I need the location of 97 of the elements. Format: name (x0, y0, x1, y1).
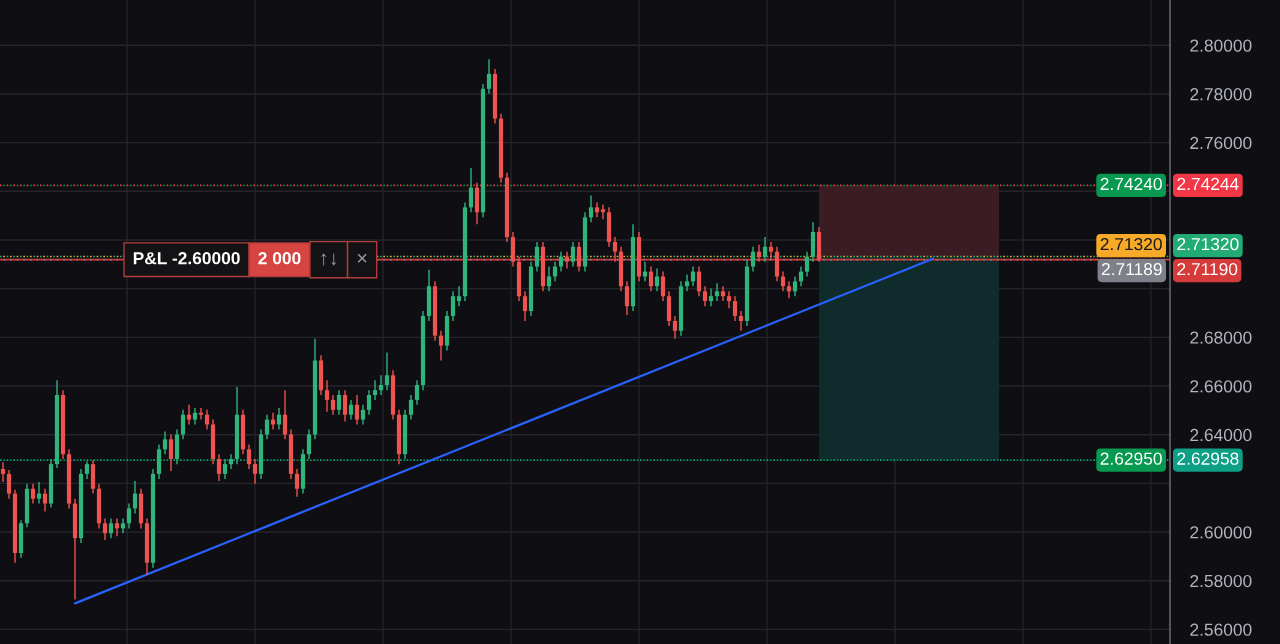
candlestick (438, 330, 444, 362)
candlestick (186, 404, 192, 426)
ref-line-label: 2.62958 (1177, 452, 1239, 465)
annotation: 2 000 (258, 252, 301, 265)
candlestick (36, 481, 42, 505)
candlestick (612, 236, 618, 263)
candlestick (762, 236, 768, 263)
candlestick (522, 290, 528, 322)
ref-line-label: 2.71320 (1100, 237, 1162, 251)
candlestick (414, 379, 420, 406)
annotation: ↑↓ (321, 253, 337, 266)
candlestick (672, 315, 678, 340)
ref-line-label: 2.74244 (1177, 177, 1239, 190)
candlestick (348, 399, 354, 421)
candlestick (558, 250, 564, 273)
candlestick (408, 394, 414, 421)
candlestick (378, 374, 384, 396)
candlestick (456, 285, 462, 307)
ref-line-label: 2.74240 (1100, 177, 1162, 191)
candlestick (306, 428, 312, 460)
candlestick (450, 290, 456, 322)
candlestick (780, 270, 786, 293)
candlestick (330, 394, 336, 416)
candlestick (792, 275, 798, 297)
candlestick (282, 389, 288, 441)
candlestick (180, 409, 186, 441)
candlestick (366, 389, 372, 416)
annotation: × (357, 253, 367, 263)
y-tick-label: 2.56000 (1190, 623, 1252, 636)
candlestick (624, 280, 630, 316)
candlestick (264, 414, 270, 441)
candlestick (546, 265, 552, 293)
candlestick (354, 394, 360, 426)
candlestick (660, 270, 666, 302)
candlestick (750, 246, 756, 273)
candlestick (42, 488, 48, 513)
candlestick (228, 453, 234, 470)
candlestick (252, 458, 258, 485)
y-tick-label: 2.76000 (1190, 136, 1252, 150)
candlestick (342, 389, 348, 423)
candlestick (756, 244, 762, 263)
annotation: P&L -2.60000 (133, 252, 240, 265)
candlestick (222, 458, 228, 480)
candlestick (114, 517, 120, 537)
y-tick-label: 2.66000 (1190, 380, 1252, 393)
candlestick (654, 267, 660, 293)
ref-line-label: 2.71189 (1101, 262, 1162, 276)
candlestick (324, 379, 330, 413)
y-tick-label: 2.80000 (1190, 39, 1252, 52)
ref-line-label: 2.71190 (1177, 262, 1238, 276)
candlestick (594, 201, 600, 219)
candlestick (0, 461, 6, 483)
candlestick (768, 241, 774, 260)
y-tick-label: 2.78000 (1190, 88, 1252, 101)
candlestick (738, 310, 744, 332)
candlestick (696, 265, 702, 297)
candlestick (648, 265, 654, 293)
y-tick-label: 2.68000 (1190, 331, 1252, 344)
candlestick (720, 285, 726, 302)
candlestick (576, 241, 582, 273)
candlestick (360, 404, 366, 426)
candlestick (702, 285, 708, 307)
candlestick (732, 295, 738, 322)
candlestick (564, 250, 570, 270)
candlestick (162, 430, 168, 455)
ref-line-label: 2.71320 (1177, 237, 1239, 251)
candlestick (708, 287, 714, 307)
candlestick (126, 502, 132, 530)
candlestick (102, 517, 108, 541)
candlestick (6, 469, 12, 500)
candlestick (726, 290, 732, 309)
candlestick (570, 241, 576, 268)
candlestick (168, 433, 174, 472)
candlestick (120, 517, 126, 534)
candlestick (600, 203, 606, 220)
candlestick (108, 517, 114, 539)
candlestick (588, 194, 594, 223)
candlestick (372, 379, 378, 401)
y-tick-label: 2.60000 (1190, 526, 1252, 539)
candlestick (486, 58, 492, 95)
y-tick-label: 2.58000 (1190, 574, 1252, 588)
candlestick (198, 407, 204, 421)
y-tick-label: 2.64000 (1190, 428, 1252, 442)
candlestick (534, 241, 540, 273)
candlestick (294, 468, 300, 498)
candlestick (468, 167, 474, 213)
candlestick (246, 443, 252, 470)
candlestick (804, 250, 810, 278)
candlestick (336, 389, 342, 416)
candlestick (384, 351, 390, 391)
candlestick (714, 282, 720, 302)
candlestick (216, 453, 222, 482)
candlestick (684, 273, 690, 293)
candlestick (30, 483, 36, 505)
ref-line-label: 2.62950 (1100, 452, 1162, 465)
candlestick (786, 280, 792, 299)
candlestick (132, 480, 138, 515)
